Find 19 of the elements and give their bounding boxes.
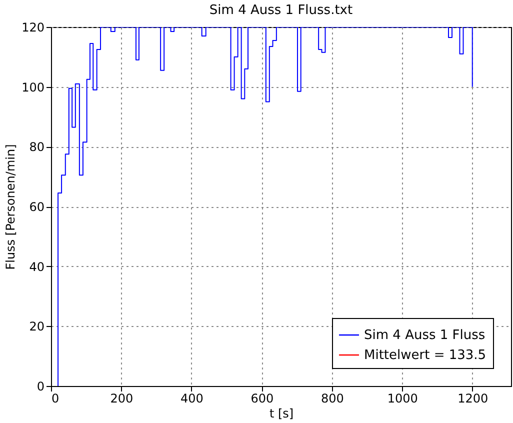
x-axis-title: t [s] [269, 406, 294, 420]
y-tick-label: 40 [29, 260, 44, 274]
y-tick-label: 80 [29, 140, 44, 154]
y-tick-label: 20 [29, 320, 44, 334]
x-tick-label: 600 [250, 392, 274, 406]
x-tick-label: 1200 [458, 392, 488, 406]
y-tick-label: 0 [36, 380, 44, 394]
chart-title: Sim 4 Auss 1 Fluss.txt [209, 3, 353, 18]
legend-label: Mittelwert = 133.5 [364, 348, 486, 363]
x-tick-label: 400 [180, 392, 204, 406]
x-tick-label: 0 [52, 392, 60, 406]
y-tick-label: 60 [29, 200, 44, 214]
x-tick-label: 200 [110, 392, 134, 406]
x-tick-label: 800 [320, 392, 344, 406]
y-axis-title: Fluss [Personen/min] [4, 144, 18, 270]
legend-label: Sim 4 Auss 1 Fluss [364, 328, 486, 343]
y-tick-label: 120 [22, 20, 44, 34]
x-tick-label: 1000 [387, 392, 418, 406]
y-tick-label: 100 [22, 80, 44, 94]
